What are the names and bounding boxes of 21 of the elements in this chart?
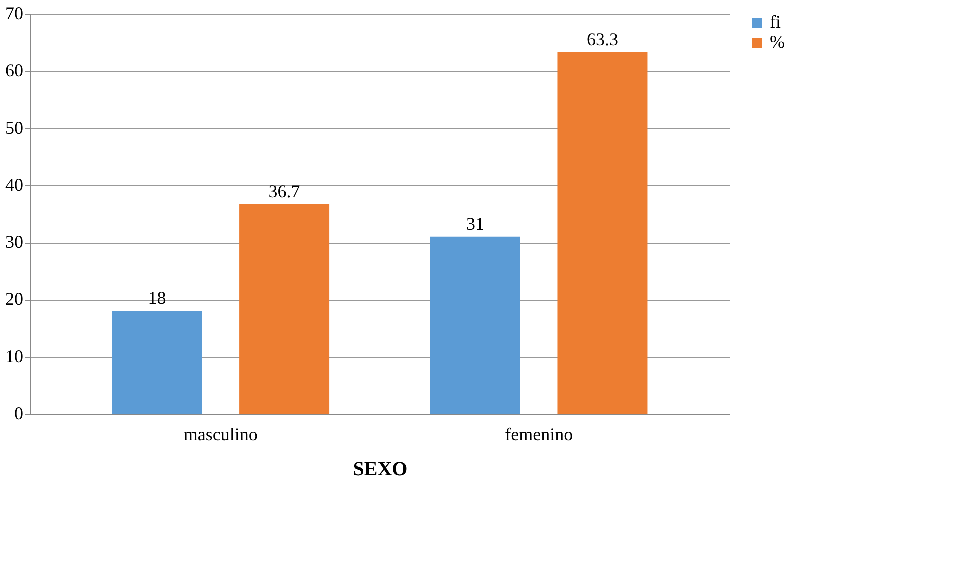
bar bbox=[240, 204, 330, 414]
y-tick-label: 0 bbox=[14, 404, 24, 424]
data-label: 31 bbox=[466, 214, 484, 234]
y-tick-label: 40 bbox=[6, 174, 24, 195]
bar bbox=[558, 52, 648, 414]
legend-label: fi bbox=[770, 12, 781, 32]
y-tick-label: 20 bbox=[6, 289, 24, 310]
y-tick-label: 10 bbox=[6, 346, 24, 366]
y-tick-label: 50 bbox=[6, 118, 24, 138]
x-tick-label: femenino bbox=[505, 424, 574, 444]
y-tick-label: 30 bbox=[6, 232, 24, 252]
x-axis-title: SEXO bbox=[353, 458, 408, 480]
data-label: 18 bbox=[148, 288, 166, 308]
y-tick-label: 60 bbox=[6, 60, 24, 81]
data-label: 63.3 bbox=[586, 29, 618, 50]
y-tick-label: 70 bbox=[6, 4, 24, 24]
bar bbox=[112, 311, 202, 414]
data-label: 36.7 bbox=[268, 181, 300, 202]
bar bbox=[430, 236, 520, 414]
x-tick-label: masculino bbox=[184, 424, 258, 444]
legend-label: % bbox=[770, 32, 785, 52]
